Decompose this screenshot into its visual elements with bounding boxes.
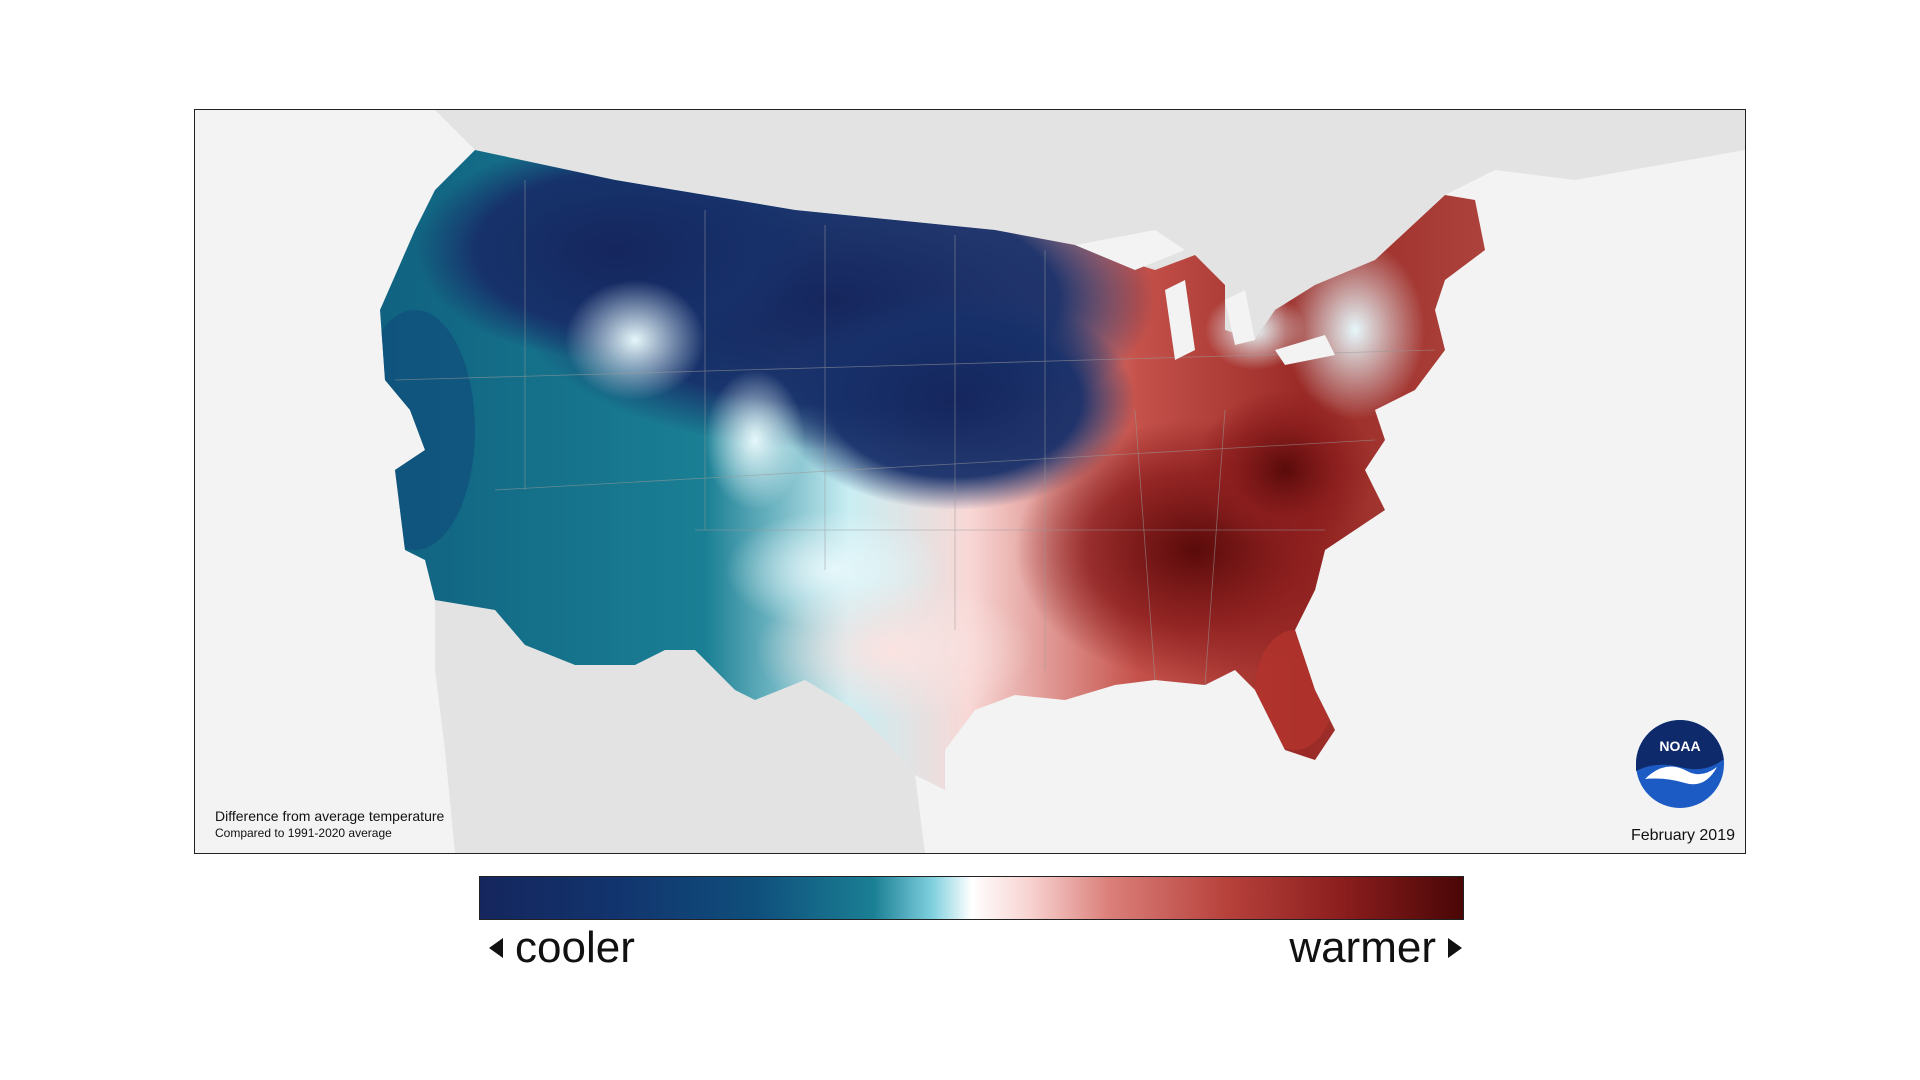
temperature-anomaly-map [380, 110, 1745, 853]
map-date: February 2019 [1630, 827, 1735, 844]
triangle-right-icon [1448, 938, 1462, 958]
canada-land [395, 110, 1745, 340]
mexico-land [435, 600, 925, 853]
noaa-logo-text: NOAA [1659, 738, 1700, 754]
caption-subtitle: Compared to 1991-2020 average [215, 826, 392, 840]
color-legend-bar [479, 876, 1464, 920]
great-lakes [1075, 230, 1335, 365]
map-frame: Difference from average temperature Comp… [194, 109, 1746, 854]
legend-cooler: cooler [489, 920, 635, 976]
triangle-left-icon [489, 938, 503, 958]
map-caption: Difference from average temperature Comp… [215, 807, 444, 841]
caption-title: Difference from average temperature [215, 808, 445, 824]
legend-warmer: warmer [1289, 920, 1462, 976]
legend-warmer-label: warmer [1289, 923, 1436, 972]
legend-cooler-label: cooler [515, 923, 635, 972]
state-boundaries [394, 180, 1436, 686]
noaa-logo-icon: NOAA [1636, 720, 1724, 808]
